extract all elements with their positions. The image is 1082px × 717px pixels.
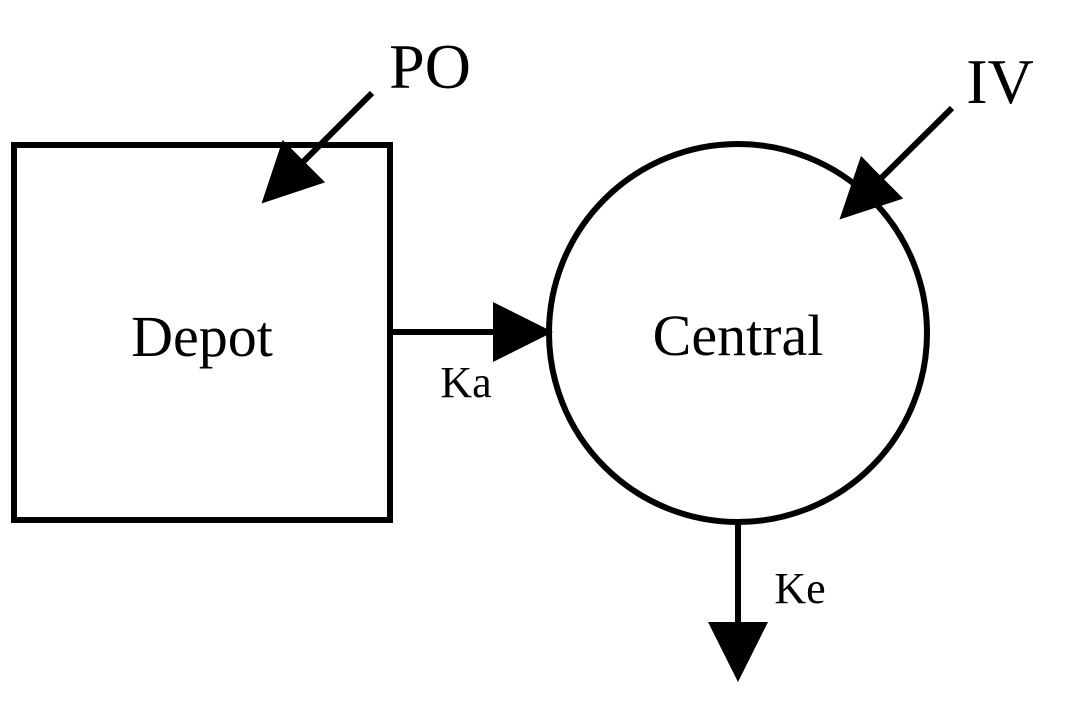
iv-dose-arrow <box>839 105 955 220</box>
iv-label: IV <box>966 46 1034 117</box>
depot-label: Depot <box>131 304 273 369</box>
po-label: PO <box>389 31 471 102</box>
ka-label: Ka <box>440 358 491 407</box>
central-label: Central <box>653 303 824 368</box>
ke-label: Ke <box>774 564 825 613</box>
po-dose-arrow <box>261 90 375 204</box>
depot-compartment <box>11 142 393 523</box>
